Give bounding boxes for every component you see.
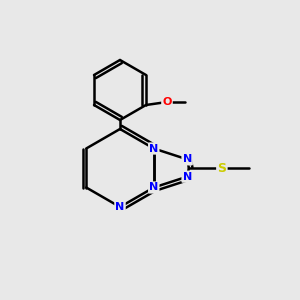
Text: N: N [149,182,158,193]
Text: N: N [182,154,192,164]
Text: N: N [116,202,124,212]
Text: S: S [218,161,226,175]
Text: O: O [162,97,172,107]
Text: N: N [182,172,192,182]
Text: N: N [149,143,158,154]
